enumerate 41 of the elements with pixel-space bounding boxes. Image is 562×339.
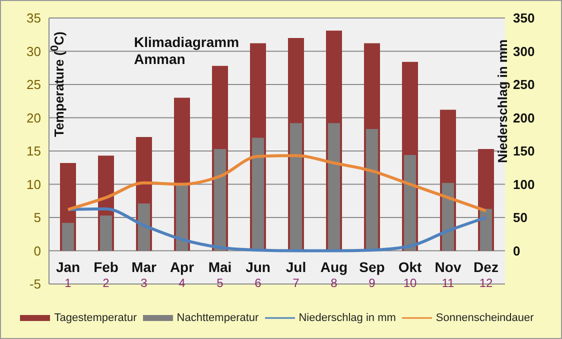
y-tick-label: 30 xyxy=(26,44,41,59)
legend-label: Sonnenscheindauer xyxy=(434,312,534,324)
x-tick-label: Dez 12 xyxy=(474,259,498,290)
y-tick-label: 15 xyxy=(26,144,41,159)
line-series xyxy=(66,207,488,252)
y2-tick-label: 300 xyxy=(513,44,535,59)
x-tick-label: Feb 2 xyxy=(94,259,118,290)
x-tick-label: Okt 10 xyxy=(398,259,422,290)
x-tick-label: Nov 11 xyxy=(434,259,462,290)
y2-tick-label: 150 xyxy=(513,144,535,159)
y-tick-label: 20 xyxy=(26,110,41,126)
y2-tick-label: 100 xyxy=(513,176,535,192)
y-tick-label: -5 xyxy=(29,276,41,292)
x-tick-label: Jul 7 xyxy=(286,259,306,290)
x-tick-label: Mar 3 xyxy=(132,259,157,290)
bar xyxy=(328,123,340,251)
y2-axis-title: Niederschlag in mm xyxy=(495,39,510,163)
y2-tick-label: 250 xyxy=(513,77,535,92)
y-tick-label: 0 xyxy=(34,243,41,258)
legend-label: Nachttemperatur xyxy=(176,312,259,324)
y2-tick-label: 200 xyxy=(513,110,535,126)
text: Klimadiagramm Amman xyxy=(134,34,240,68)
legend-label: Niederschlag in mm xyxy=(298,312,396,324)
bar xyxy=(290,123,302,251)
y-tick-label: 35 xyxy=(26,10,41,26)
bar xyxy=(366,129,378,251)
y2-tick-label: 0 xyxy=(513,243,520,258)
x-tick-label: Mai 5 xyxy=(208,259,232,290)
x-tick-label: Aug 8 xyxy=(320,259,348,290)
x-tick-label: Sep 9 xyxy=(359,259,385,290)
x-tick-label: Jan 1 xyxy=(56,259,80,290)
y2-tick-label: 50 xyxy=(513,210,528,226)
x-tick-label: Jun 6 xyxy=(246,259,270,290)
y-tick-label: 10 xyxy=(26,176,41,192)
legend-label: Tagestemperatur xyxy=(53,312,137,324)
bar xyxy=(252,138,264,251)
y-tick-label: 5 xyxy=(34,210,41,226)
y-tick-label: 25 xyxy=(26,77,41,92)
x-tick-label: Apr 4 xyxy=(170,259,195,290)
y2-tick-label: 350 xyxy=(513,10,535,26)
line-series xyxy=(66,154,488,212)
